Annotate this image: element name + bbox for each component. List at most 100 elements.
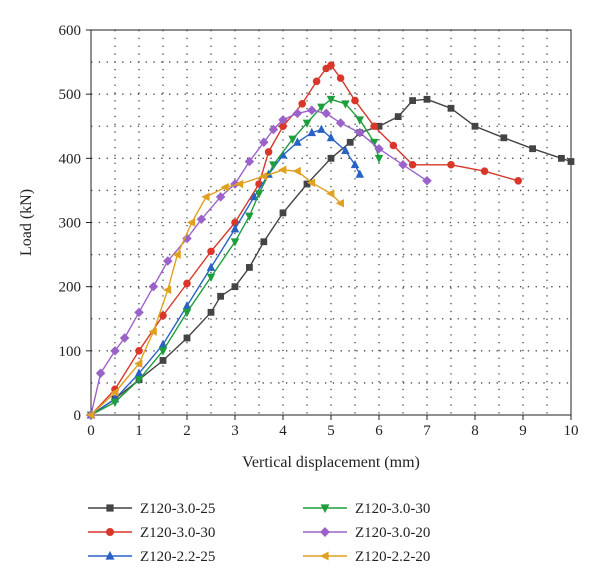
data-point-triangle: [326, 189, 335, 198]
x-tick-label: 9: [519, 423, 527, 439]
series-group: [86, 124, 365, 419]
y-tick-label: 500: [59, 87, 82, 103]
data-point-triangle: [162, 285, 172, 295]
data-point-triangle: [105, 550, 115, 560]
data-point-triangle: [158, 347, 168, 356]
y-tick-label: 100: [59, 344, 82, 360]
x-tick-label: 0: [87, 423, 95, 439]
data-point-triangle: [355, 169, 365, 178]
data-point-square: [327, 154, 335, 162]
data-point-circle: [106, 528, 115, 537]
data-point-triangle: [317, 124, 326, 133]
data-point-circle: [408, 160, 417, 169]
data-point-triangle: [230, 224, 240, 233]
legend-item: Z120-3.0-25: [88, 501, 215, 517]
data-point-triangle: [350, 159, 360, 169]
data-point-triangle: [206, 273, 216, 282]
data-point-diamond: [134, 307, 144, 318]
x-tick-label: 10: [564, 423, 579, 439]
data-point-circle: [351, 96, 359, 105]
data-point-square: [394, 113, 402, 121]
data-point-square: [245, 264, 253, 271]
data-point-circle: [159, 311, 167, 320]
data-point-circle: [207, 247, 215, 256]
data-point-square: [558, 154, 565, 162]
data-point-circle: [480, 167, 489, 175]
data-point-diamond: [95, 368, 106, 379]
x-tick-label: 5: [327, 423, 335, 439]
data-point-diamond: [422, 176, 432, 186]
data-point-circle: [514, 176, 522, 185]
data-point-triangle: [269, 161, 278, 170]
data-point-diamond: [292, 108, 303, 119]
data-point-triangle: [148, 327, 157, 336]
legend-item: Z120-2.2-20: [303, 549, 430, 565]
data-point-triangle: [258, 172, 268, 181]
legend-label: Z120-2.2-25: [140, 549, 215, 565]
data-point-circle: [264, 148, 273, 156]
data-point-circle: [389, 141, 398, 150]
data-point-triangle: [230, 238, 240, 247]
data-point-diamond: [259, 137, 269, 148]
data-point-diamond: [278, 115, 288, 125]
legend: Z120-3.0-25 Z120-3.0-30 Z120-2.2-25 Z120-3.…: [88, 501, 430, 565]
data-point-square: [423, 95, 431, 103]
data-point-diamond: [335, 118, 346, 128]
data-point-triangle: [374, 154, 384, 164]
data-point-square: [106, 504, 114, 512]
data-point-circle: [447, 160, 455, 169]
data-point-diamond: [196, 214, 207, 225]
data-point-diamond: [268, 124, 279, 135]
data-point-triangle: [245, 212, 254, 221]
data-point-circle: [327, 61, 335, 70]
y-tick-label: 300: [59, 216, 82, 232]
data-point-diamond: [398, 159, 408, 170]
x-tick-label: 7: [423, 423, 431, 439]
x-tick-label: 1: [135, 423, 143, 439]
data-point-square: [231, 283, 239, 291]
data-point-square: [279, 209, 287, 217]
data-point-square: [529, 145, 536, 153]
y-tick-label: 200: [59, 280, 82, 296]
data-point-triangle: [320, 504, 330, 514]
data-point-triangle: [182, 308, 192, 318]
x-tick-label: 3: [231, 423, 239, 439]
legend-item: Z120-3.0-30: [88, 525, 215, 541]
data-point-triangle: [134, 368, 144, 377]
data-point-triangle: [288, 135, 297, 144]
data-point-square: [217, 292, 225, 300]
y-tick-label: 0: [74, 408, 82, 424]
data-point-triangle: [186, 218, 196, 227]
series-layer: [86, 61, 575, 420]
data-point-square: [500, 134, 508, 142]
x-axis-label: Vertical displacement (mm): [242, 454, 420, 471]
y-tick-label: 600: [59, 23, 82, 39]
x-tick-label: 2: [183, 423, 191, 439]
data-point-diamond: [355, 127, 365, 138]
data-point-triangle: [86, 410, 95, 420]
data-point-square: [409, 97, 417, 104]
x-tick-label: 4: [279, 423, 287, 439]
legend-label: Z120-3.0-25: [140, 501, 215, 517]
series-group: [87, 95, 575, 419]
data-point-circle: [370, 122, 379, 131]
data-point-circle: [135, 347, 143, 355]
legend-item: Z120-2.2-25: [88, 549, 215, 565]
data-point-triangle: [319, 551, 329, 561]
data-point-square: [447, 104, 455, 112]
data-point-diamond: [182, 233, 192, 244]
data-point-triangle: [341, 145, 350, 155]
y-tick-label: 400: [59, 151, 82, 167]
data-point-square: [207, 308, 215, 316]
data-point-triangle: [302, 119, 312, 128]
x-tick-label: 6: [375, 423, 383, 439]
data-point-triangle: [201, 192, 210, 202]
data-point-triangle: [317, 103, 326, 112]
data-point-circle: [312, 77, 321, 86]
data-point-triangle: [326, 132, 336, 142]
data-point-diamond: [320, 527, 330, 537]
data-point-triangle: [220, 182, 229, 192]
data-point-diamond: [374, 143, 384, 154]
